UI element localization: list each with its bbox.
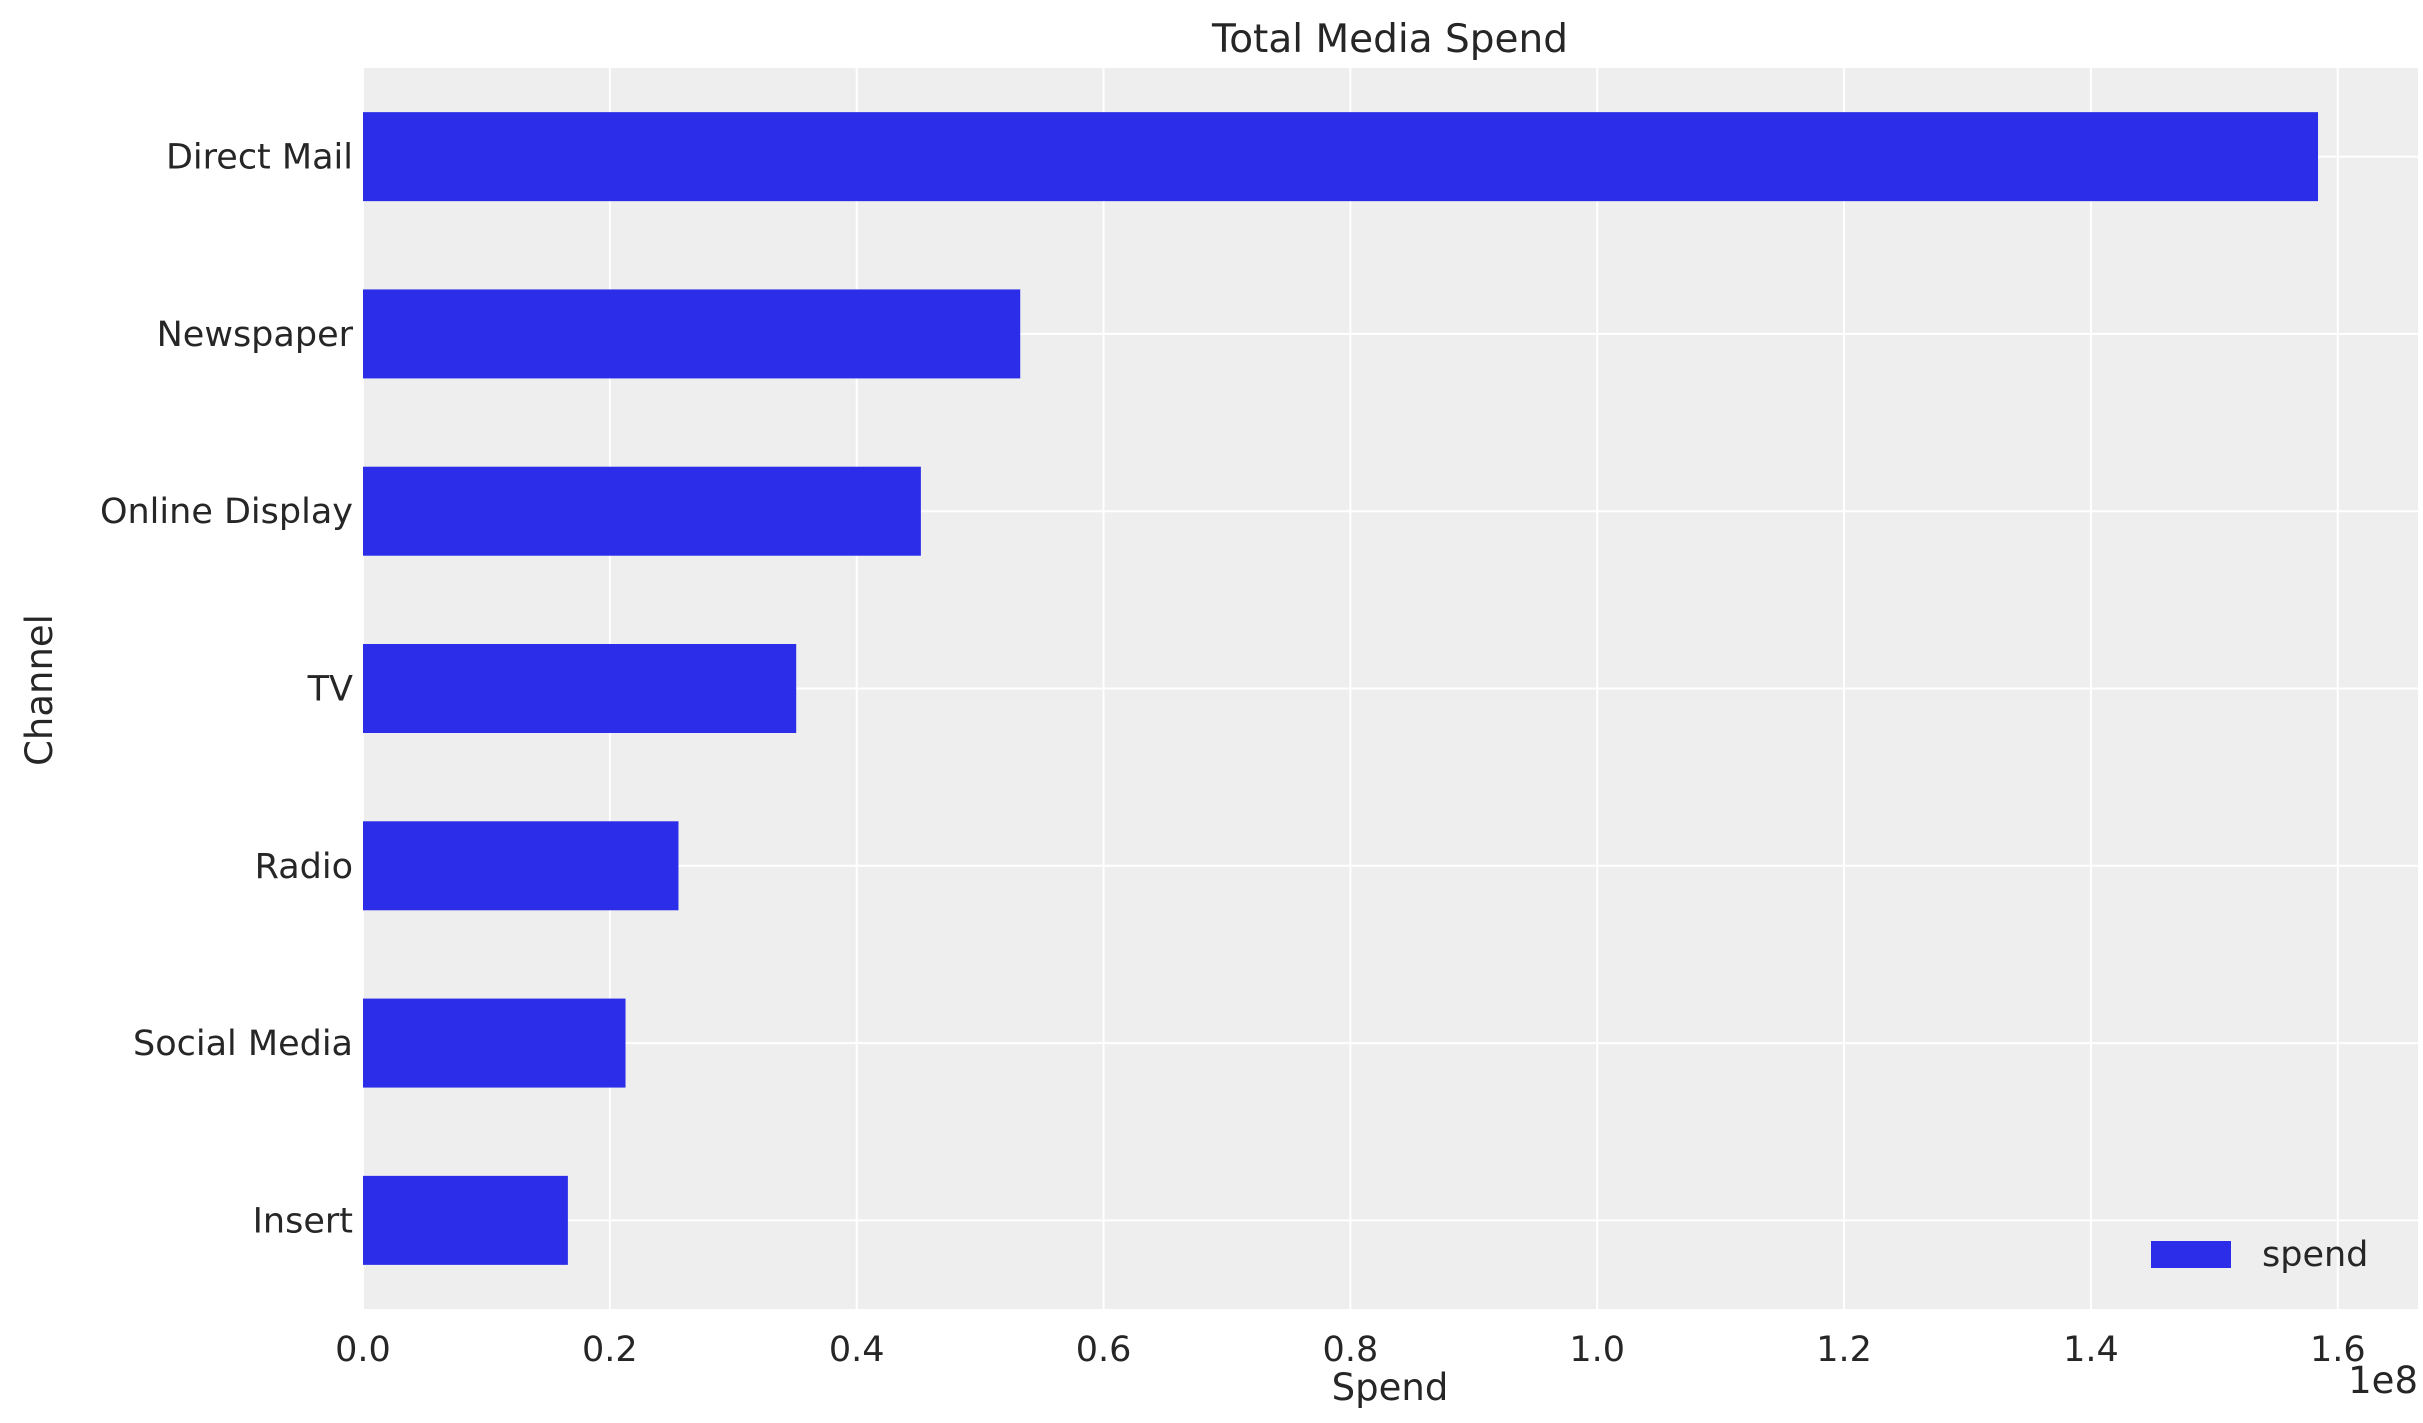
x-tick-label: 1.4 bbox=[2063, 1330, 2119, 1370]
y-tick-label: Social Media bbox=[133, 1024, 353, 1064]
x-tick-label: 0.8 bbox=[1323, 1330, 1379, 1370]
chart-title: Total Media Spend bbox=[1211, 17, 1568, 62]
y-tick-label: Direct Mail bbox=[166, 138, 353, 178]
x-offset-label: 1e8 bbox=[2348, 1359, 2418, 1402]
bar-radio bbox=[363, 821, 679, 911]
bar-newspaper bbox=[363, 289, 1021, 379]
x-tick-label: 0.0 bbox=[335, 1330, 391, 1370]
x-tick-label: 1.6 bbox=[2310, 1330, 2366, 1370]
bar-tv bbox=[363, 644, 797, 733]
y-tick-label: Radio bbox=[255, 847, 353, 887]
y-ticks: Direct Mail Newspaper Online Display TV Radi… bbox=[100, 138, 354, 1242]
bar-online-display bbox=[363, 466, 921, 556]
y-tick-label: Online Display bbox=[100, 492, 353, 532]
y-axis-label: Channel bbox=[18, 614, 61, 766]
bar-social-media bbox=[363, 998, 626, 1088]
bar-direct-mail bbox=[363, 112, 2319, 202]
x-ticks: 0.0 0.2 0.4 0.6 0.8 1.0 1.2 1.4 1.6 bbox=[335, 1330, 2365, 1370]
legend-label: spend bbox=[2262, 1235, 2368, 1275]
x-tick-label: 1.0 bbox=[1569, 1330, 1625, 1370]
x-tick-label: 0.2 bbox=[582, 1330, 638, 1370]
x-tick-label: 1.2 bbox=[1816, 1330, 1872, 1370]
bars bbox=[363, 112, 2319, 1265]
y-tick-label: TV bbox=[307, 670, 353, 710]
x-axis-label: Spend bbox=[1332, 1366, 1449, 1409]
x-tick-label: 0.4 bbox=[829, 1330, 885, 1370]
legend-swatch bbox=[2151, 1241, 2231, 1268]
y-tick-label: Insert bbox=[253, 1201, 353, 1241]
legend: spend bbox=[2151, 1235, 2368, 1275]
y-tick-label: Newspaper bbox=[157, 315, 354, 355]
bar-insert bbox=[363, 1175, 568, 1265]
x-tick-label: 0.6 bbox=[1076, 1330, 1132, 1370]
